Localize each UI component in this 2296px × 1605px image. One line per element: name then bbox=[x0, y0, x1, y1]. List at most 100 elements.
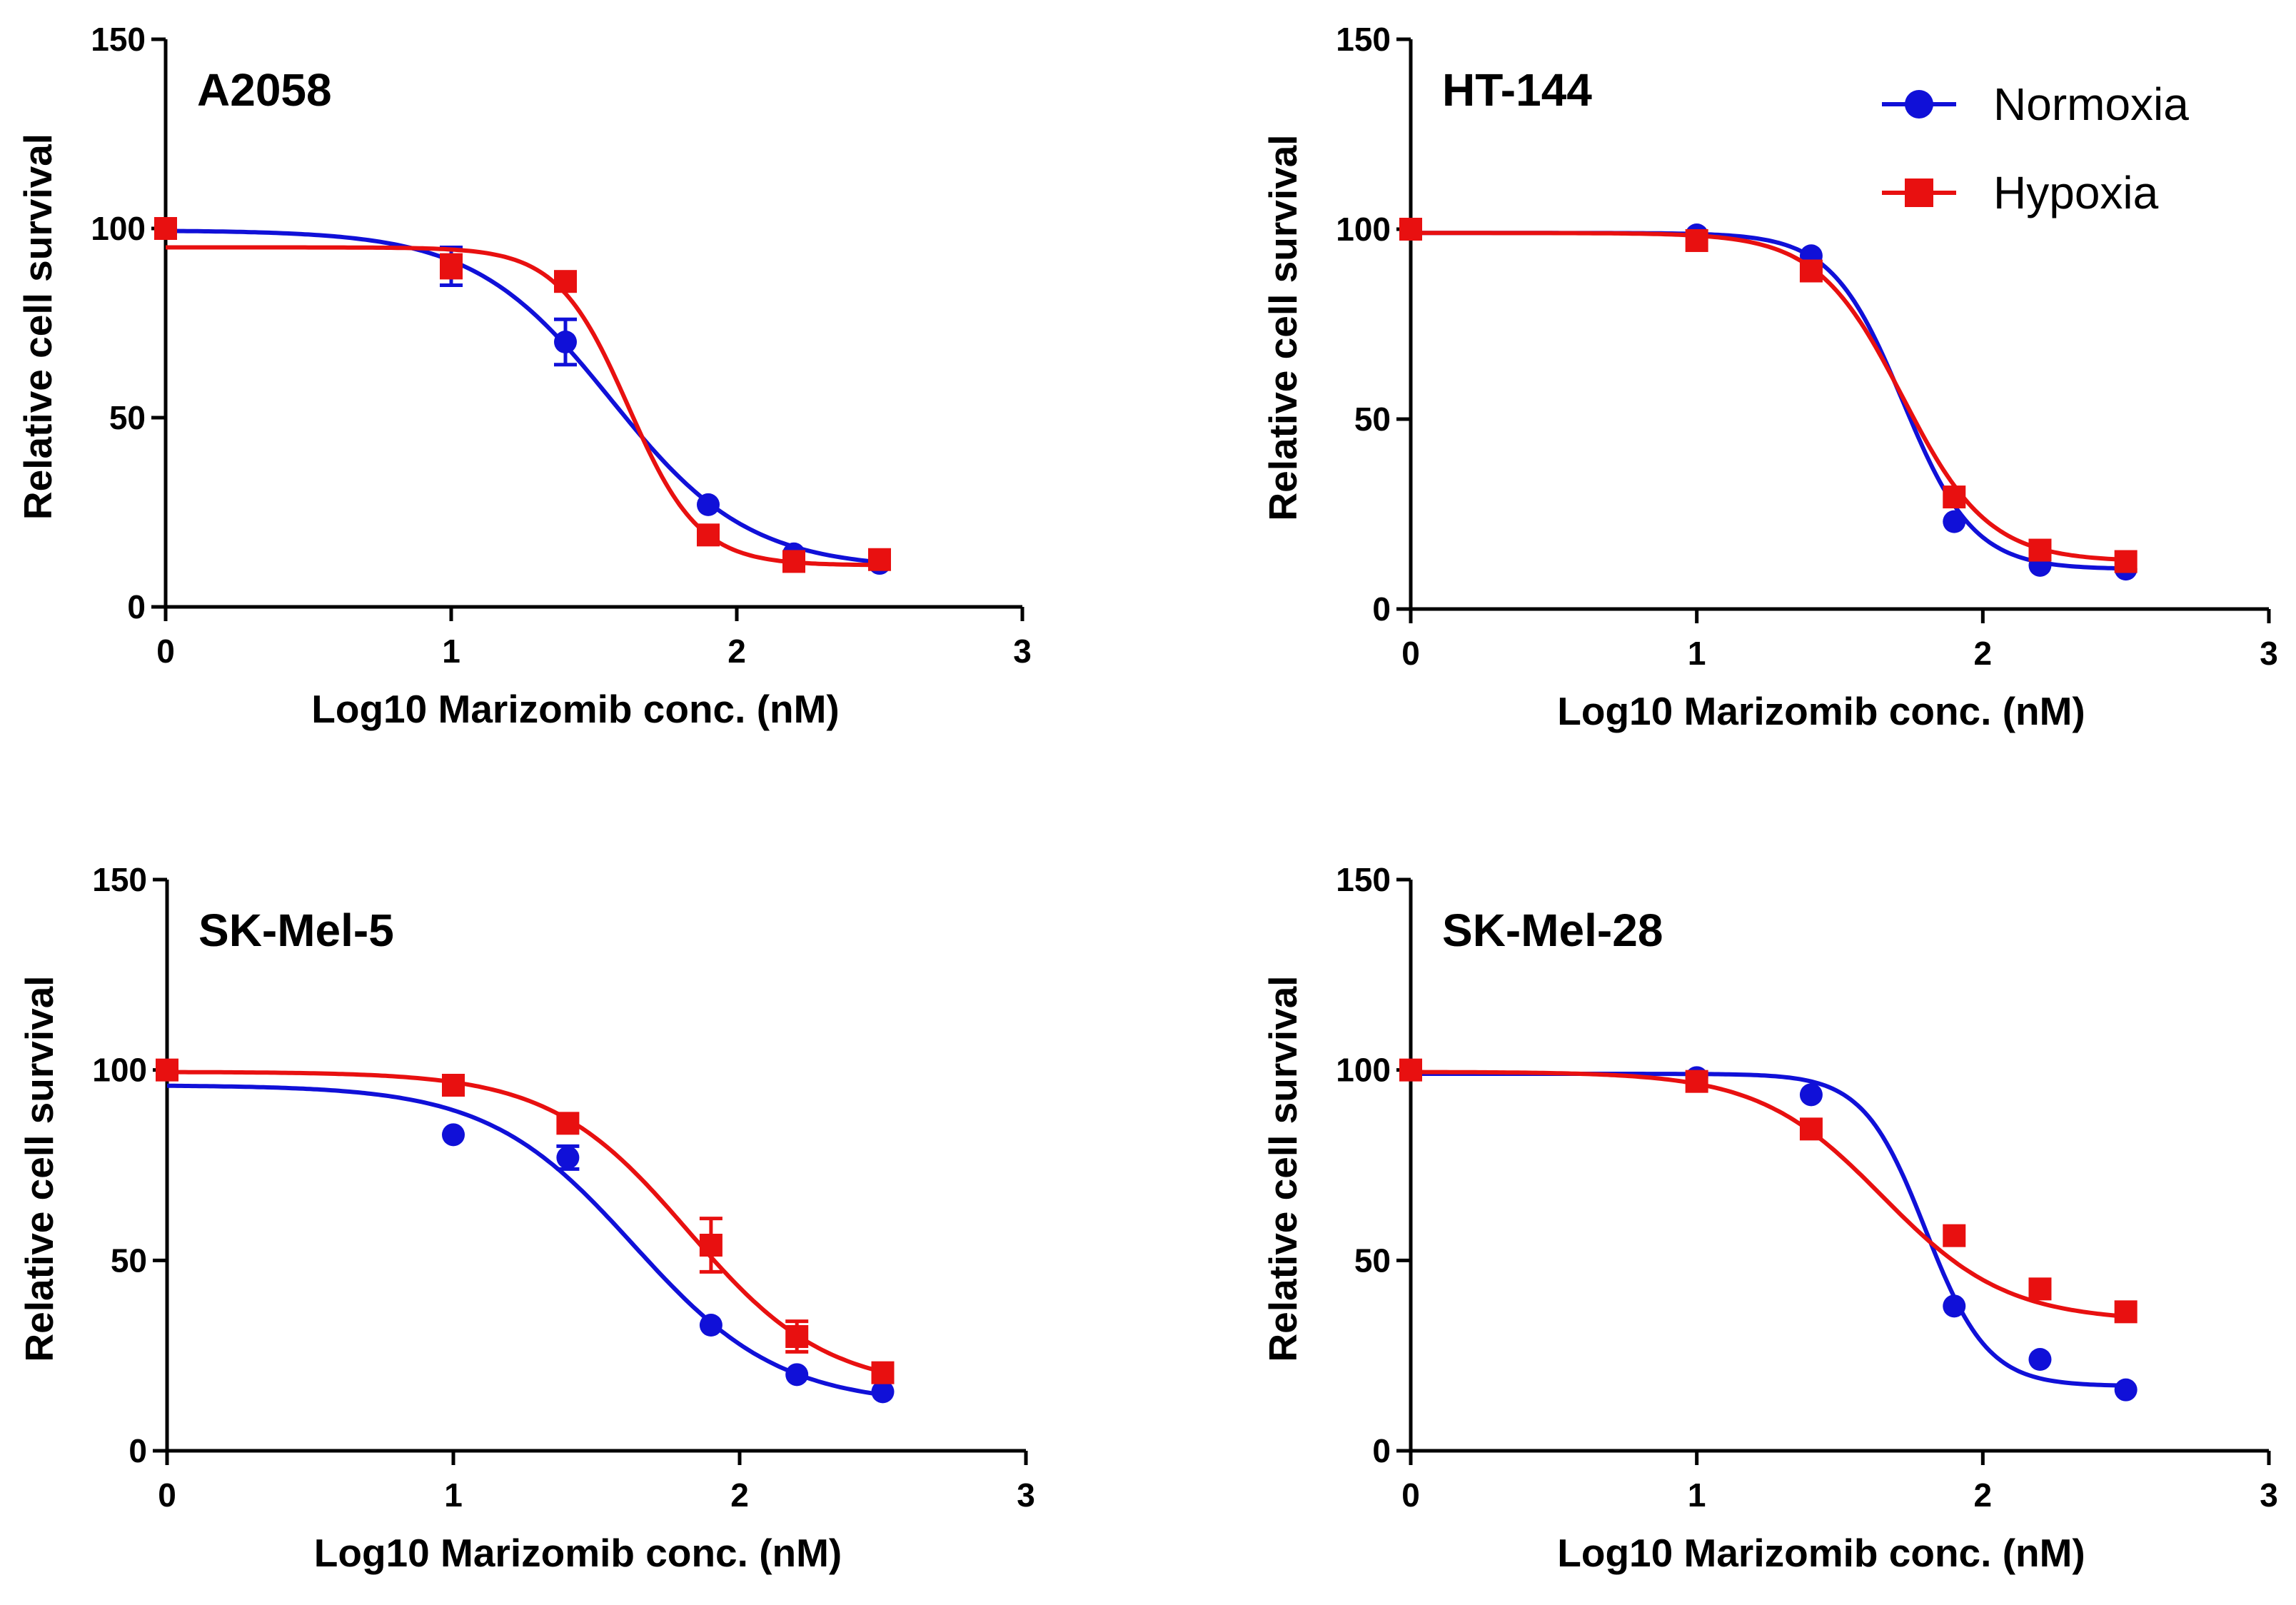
data-point-hypoxia bbox=[156, 1058, 178, 1082]
x-tick-label: 2 bbox=[1974, 1476, 1993, 1514]
x-tick-label: 1 bbox=[442, 633, 460, 670]
y-tick-label: 100 bbox=[91, 210, 146, 247]
data-point-hypoxia bbox=[1799, 1117, 1823, 1141]
series-normoxia bbox=[154, 217, 891, 575]
data-point-hypoxia bbox=[2114, 1300, 2138, 1324]
series-normoxia bbox=[1399, 1058, 2138, 1402]
data-point-hypoxia bbox=[556, 1112, 580, 1135]
data-point-hypoxia bbox=[2028, 538, 2052, 562]
series-hypoxia bbox=[154, 217, 891, 573]
fit-curve-hypoxia bbox=[1411, 1070, 2126, 1319]
y-tick-label: 150 bbox=[92, 861, 147, 898]
x-tick-label: 3 bbox=[2260, 635, 2278, 672]
legend: Normoxia Hypoxia bbox=[1882, 79, 2189, 218]
y-axis-title: Relative cell survival bbox=[17, 975, 61, 1362]
data-point-hypoxia bbox=[2028, 1277, 2052, 1301]
x-axis-title: Log10 Marizomib conc. (nM) bbox=[1557, 689, 2085, 733]
x-tick-label: 3 bbox=[2260, 1476, 2278, 1514]
series-normoxia bbox=[156, 1058, 895, 1404]
chart-panel-1: 0 50 100 150 0 1 2 3 Log10 Marizomib conc. (nM) R… bbox=[16, 21, 1032, 731]
chart-panel-2: 0 50 100 150 0 1 2 3 Log10 Marizomib conc. (nM) R… bbox=[1261, 21, 2278, 733]
data-point-hypoxia bbox=[2114, 550, 2138, 573]
legend-label: Hypoxia bbox=[1993, 167, 2159, 218]
x-tick-label: 0 bbox=[1401, 635, 1420, 672]
fit-curve-normoxia bbox=[1411, 231, 2126, 571]
legend-label: Normoxia bbox=[1993, 79, 2189, 130]
data-point-hypoxia bbox=[1685, 1070, 1708, 1093]
panel-title: A2058 bbox=[197, 64, 332, 116]
data-point-normoxia bbox=[1799, 1083, 1823, 1107]
legend-entry-hypoxia: Hypoxia bbox=[1882, 167, 2159, 218]
x-tick-label: 2 bbox=[730, 1476, 749, 1514]
data-point-normoxia bbox=[442, 1123, 465, 1147]
legend-marker-square bbox=[1905, 178, 1933, 207]
y-tick-label: 150 bbox=[1336, 861, 1391, 898]
x-tick-label: 3 bbox=[1017, 1476, 1035, 1514]
data-point-normoxia bbox=[699, 1314, 722, 1337]
x-tick-label: 1 bbox=[444, 1476, 463, 1514]
data-point-normoxia bbox=[2028, 1348, 2052, 1371]
data-point-hypoxia bbox=[697, 523, 720, 547]
panel-title: HT-144 bbox=[1442, 64, 1592, 116]
data-point-normoxia bbox=[1943, 510, 1966, 533]
data-point-hypoxia bbox=[1399, 218, 1422, 241]
y-tick-label: 0 bbox=[129, 1432, 147, 1469]
x-tick-label: 1 bbox=[1688, 1476, 1706, 1514]
x-tick-label: 2 bbox=[727, 633, 746, 670]
data-point-normoxia bbox=[556, 1146, 580, 1169]
y-tick-label: 150 bbox=[1336, 21, 1391, 58]
chart-panel-4: 0 50 100 150 0 1 2 3 Log10 Marizomib conc. (nM) R… bbox=[1261, 861, 2278, 1575]
legend-marker-circle bbox=[1905, 90, 1933, 119]
fit-curve-hypoxia bbox=[166, 245, 880, 568]
series-hypoxia bbox=[1399, 218, 2138, 573]
y-tick-label: 0 bbox=[1372, 1432, 1391, 1469]
data-point-hypoxia bbox=[699, 1234, 722, 1257]
x-tick-label: 0 bbox=[158, 1476, 176, 1514]
y-tick-label: 100 bbox=[92, 1052, 147, 1089]
data-point-hypoxia bbox=[1943, 485, 1966, 509]
fit-curve-hypoxia bbox=[167, 1070, 884, 1374]
y-tick-label: 100 bbox=[1336, 1052, 1391, 1089]
data-point-hypoxia bbox=[1943, 1224, 1966, 1247]
fit-curve-normoxia bbox=[1411, 1072, 2126, 1388]
x-tick-label: 3 bbox=[1013, 633, 1032, 670]
x-axis-title: Log10 Marizomib conc. (nM) bbox=[314, 1531, 842, 1575]
x-axis-title: Log10 Marizomib conc. (nM) bbox=[1557, 1531, 2085, 1575]
series-hypoxia bbox=[156, 1058, 895, 1384]
series-hypoxia bbox=[1399, 1058, 2138, 1324]
data-point-normoxia bbox=[871, 1380, 895, 1404]
x-tick-label: 0 bbox=[156, 633, 175, 670]
data-point-normoxia bbox=[554, 331, 577, 353]
y-tick-label: 50 bbox=[1354, 401, 1391, 438]
panel-title: SK-Mel-28 bbox=[1442, 905, 1663, 956]
data-point-normoxia bbox=[697, 493, 720, 516]
y-tick-label: 0 bbox=[1372, 590, 1391, 628]
y-tick-label: 0 bbox=[127, 588, 146, 625]
data-point-hypoxia bbox=[1799, 259, 1823, 283]
y-tick-label: 100 bbox=[1336, 211, 1391, 248]
x-axis-title: Log10 Marizomib conc. (nM) bbox=[311, 687, 839, 731]
data-point-hypoxia bbox=[1685, 228, 1708, 252]
data-point-hypoxia bbox=[154, 217, 177, 240]
y-axis-title: Relative cell survival bbox=[16, 134, 60, 520]
data-point-hypoxia bbox=[782, 550, 805, 573]
data-point-hypoxia bbox=[1399, 1058, 1422, 1082]
y-tick-label: 50 bbox=[111, 1242, 147, 1279]
y-axis-title: Relative cell survival bbox=[1261, 975, 1305, 1362]
fit-curve-normoxia bbox=[167, 1083, 883, 1397]
data-point-hypoxia bbox=[440, 255, 463, 278]
legend-entry-normoxia: Normoxia bbox=[1882, 79, 2189, 130]
panel-title: SK-Mel-5 bbox=[198, 905, 394, 956]
fit-curve-normoxia bbox=[166, 228, 880, 565]
x-tick-label: 1 bbox=[1688, 635, 1706, 672]
data-point-hypoxia bbox=[554, 270, 577, 293]
data-point-hypoxia bbox=[442, 1074, 465, 1097]
data-point-normoxia bbox=[2114, 1378, 2138, 1402]
x-tick-label: 0 bbox=[1401, 1476, 1420, 1514]
data-point-hypoxia bbox=[785, 1325, 809, 1348]
y-tick-label: 50 bbox=[1354, 1242, 1391, 1279]
data-point-hypoxia bbox=[868, 548, 891, 571]
y-tick-label: 50 bbox=[109, 399, 146, 436]
y-tick-label: 150 bbox=[91, 21, 146, 58]
